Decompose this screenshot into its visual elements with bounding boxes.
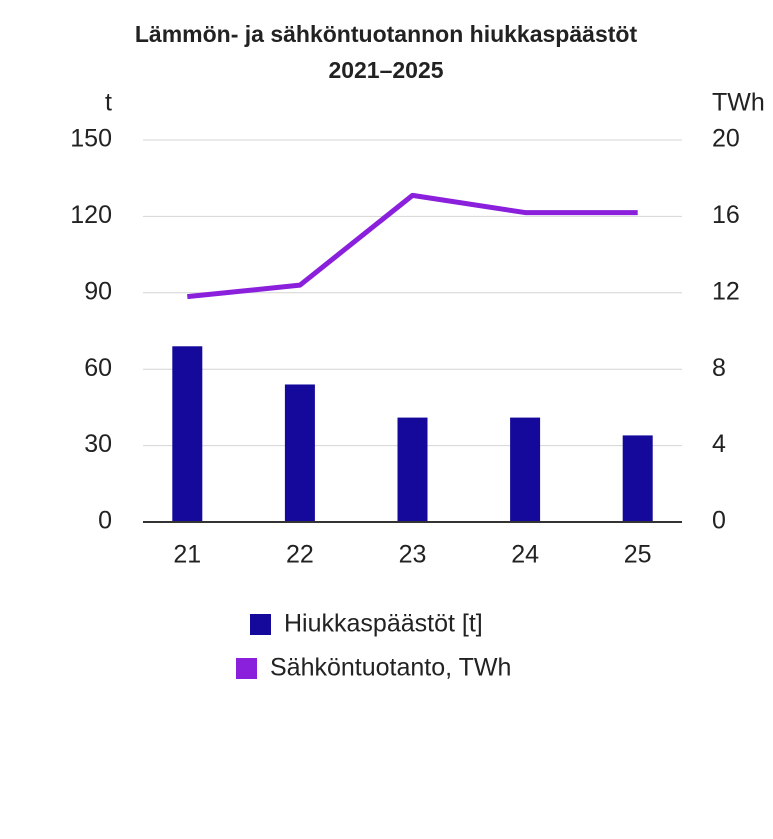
bar <box>397 417 428 522</box>
bar <box>510 417 541 522</box>
y-axis-label: t <box>105 89 112 117</box>
bar <box>622 435 653 522</box>
bar <box>172 346 203 522</box>
y-tick-label: 120 <box>70 201 112 229</box>
y2-tick-label: 12 <box>712 277 740 305</box>
y2-tick-label: 0 <box>712 507 726 535</box>
y-tick-label: 150 <box>70 125 112 153</box>
bar <box>284 384 315 522</box>
y-tick-label: 90 <box>84 277 112 305</box>
y-tick-label: 60 <box>84 354 112 382</box>
legend-swatch <box>236 658 257 679</box>
legend-label: Hiukkaspäästöt [t] <box>284 610 483 638</box>
x-tick-label: 21 <box>173 541 201 569</box>
y-tick-label: 0 <box>98 507 112 535</box>
legend-swatch <box>250 614 271 635</box>
chart-title: Lämmön- ja sähköntuotannon hiukkaspäästö… <box>135 21 638 47</box>
y2-tick-label: 4 <box>712 430 726 458</box>
y2-tick-label: 8 <box>712 354 726 382</box>
y2-tick-label: 16 <box>712 201 740 229</box>
y-tick-label: 30 <box>84 430 112 458</box>
x-tick-label: 25 <box>624 541 652 569</box>
y2-tick-label: 20 <box>712 125 740 153</box>
x-tick-label: 24 <box>511 541 539 569</box>
x-tick-label: 22 <box>286 541 314 569</box>
legend-label: Sähköntuotanto, TWh <box>270 654 511 682</box>
x-tick-label: 23 <box>399 541 427 569</box>
chart-title: 2021–2025 <box>328 57 443 83</box>
y2-axis-label: TWh <box>712 89 765 117</box>
line <box>187 192 638 300</box>
